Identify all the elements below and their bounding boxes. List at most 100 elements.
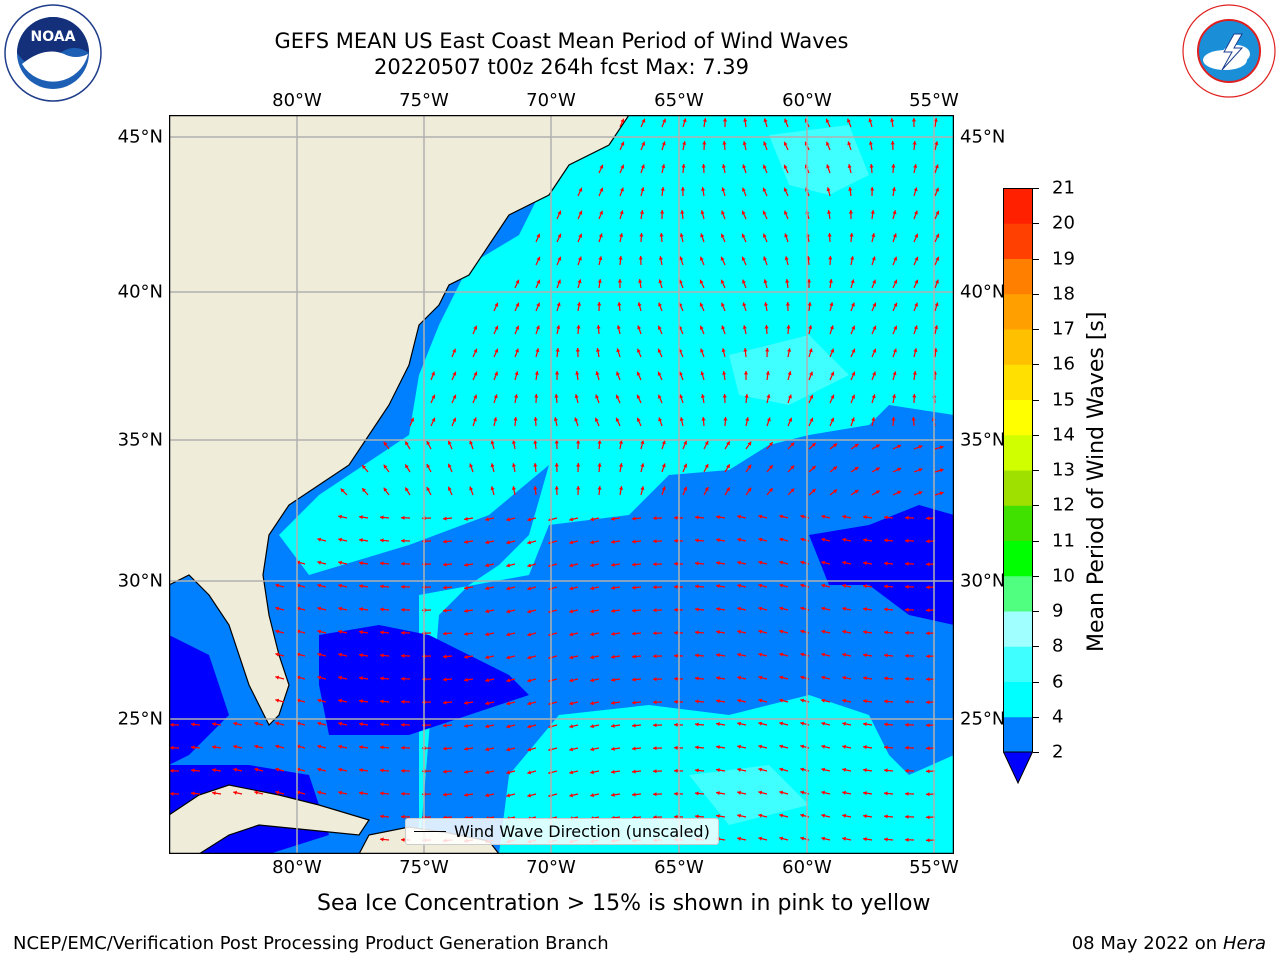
wave-direction-arrowhead — [611, 585, 615, 590]
wave-direction-arrowhead — [884, 515, 888, 520]
wave-direction-arrowhead — [674, 584, 678, 589]
wave-direction-arrowhead — [506, 563, 511, 568]
wave-direction-arrowhead — [557, 256, 562, 261]
wave-direction-arrowhead — [695, 722, 699, 727]
wave-direction-arrowhead — [863, 722, 867, 727]
wave-direction-arrowhead — [891, 187, 896, 191]
wave-direction-arrowhead — [359, 630, 363, 635]
wave-direction-arrowhead — [884, 653, 888, 658]
wave-direction-arrowhead — [716, 791, 720, 796]
wave-direction-arrowhead — [569, 563, 574, 568]
wave-direction-arrowhead — [683, 486, 688, 491]
wave-direction-arrowhead — [401, 607, 405, 612]
wave-direction-arrowhead — [850, 256, 855, 260]
wave-direction-arrowhead — [788, 417, 793, 422]
wave-direction-arrowhead — [170, 768, 174, 773]
wave-direction-arrowhead — [854, 490, 859, 494]
colorbar-label: Mean Period of Wind Waves [s] — [1084, 311, 1109, 652]
wave-direction-arrowhead — [848, 187, 853, 191]
wave-direction-arrowhead — [914, 233, 919, 238]
wave-direction-arrowhead — [723, 118, 728, 122]
wave-direction-arrowhead — [338, 790, 342, 795]
wave-direction-arrowhead — [934, 325, 939, 329]
wave-direction-arrowhead — [317, 652, 322, 657]
wave-direction-arrowhead — [800, 652, 805, 657]
wave-direction-arrowhead — [338, 514, 342, 519]
wave-direction-arrowhead — [653, 723, 657, 728]
wave-direction-arrowhead — [485, 701, 489, 706]
wave-direction-arrowhead — [918, 468, 923, 472]
wave-direction-arrowhead — [779, 606, 784, 611]
wave-direction-arrowhead — [619, 486, 623, 490]
wave-direction-arrowhead — [893, 302, 898, 307]
wave-direction-arrowhead — [842, 836, 846, 841]
wave-direction-arrowhead — [527, 563, 532, 568]
wave-direction-arrowhead — [533, 486, 538, 490]
wave-direction-arrowhead — [720, 233, 725, 238]
wave-direction-arrowhead — [683, 440, 688, 445]
wave-direction-arrowhead — [743, 118, 748, 122]
wave-direction-arrowhead — [653, 792, 657, 797]
wave-direction-arrowhead — [338, 698, 342, 703]
wave-direction-arrowhead — [674, 814, 678, 819]
noaa-logo: NOAA — [4, 4, 102, 102]
wave-direction-arrowhead — [682, 118, 687, 123]
wave-direction-arrowhead — [913, 164, 918, 168]
wave-direction-arrowhead — [779, 675, 784, 680]
wave-direction-arrowhead — [821, 560, 826, 565]
wave-direction-arrowhead — [811, 443, 816, 447]
lat-tick-right: 35°N — [960, 429, 1006, 451]
wave-direction-arrowhead — [569, 724, 574, 729]
wave-direction-arrowhead — [569, 678, 574, 683]
wave-direction-arrowhead — [401, 676, 405, 681]
wave-direction-arrowhead — [555, 371, 560, 375]
wave-direction-arrowhead — [842, 606, 846, 611]
light-cyan-patch — [729, 335, 849, 405]
wave-direction-arrowhead — [833, 489, 838, 494]
wave-direction-arrowhead — [569, 517, 574, 522]
wave-direction-arrowhead — [598, 256, 603, 261]
wave-direction-arrowhead — [410, 417, 415, 422]
wave-direction-arrowhead — [716, 814, 720, 819]
wave-direction-arrowhead — [926, 677, 930, 682]
wave-direction-arrowhead — [785, 279, 790, 283]
dark-blue-patch — [809, 505, 954, 625]
wave-direction-arrowhead — [511, 440, 516, 444]
wave-direction-arrowhead — [254, 744, 259, 749]
wave-direction-arrowhead — [701, 417, 706, 421]
wave-direction-arrowhead — [443, 746, 447, 751]
wave-direction-arrowhead — [658, 256, 663, 260]
wave-direction-arrowhead — [170, 722, 174, 727]
wave-direction-arrowhead — [821, 606, 826, 611]
wave-direction-arrowhead — [275, 698, 280, 703]
wave-direction-arrowhead — [469, 486, 474, 491]
wave-direction-arrowhead — [632, 585, 636, 590]
wave-direction-arrowhead — [485, 540, 489, 545]
wave-direction-arrowhead — [720, 256, 725, 261]
colorbar-tick-label: 19 — [1052, 248, 1075, 269]
lat-tick-right: 45°N — [960, 126, 1006, 148]
wave-direction-arrowhead — [359, 584, 363, 589]
wave-direction-arrowhead — [742, 302, 747, 307]
wave-direction-arrowhead — [527, 540, 532, 545]
wave-direction-arrowhead — [721, 210, 725, 215]
wave-direction-arrowhead — [884, 584, 888, 589]
wave-direction-arrowhead — [575, 371, 580, 375]
wave-direction-arrowhead — [800, 698, 805, 703]
wave-direction-arrowhead — [722, 371, 727, 375]
colorbar-segment — [1003, 399, 1033, 436]
wave-direction-arrowhead — [892, 210, 897, 215]
wave-direction-arrowhead — [737, 721, 741, 726]
wave-direction-arrowhead — [935, 279, 939, 284]
wave-direction-arrowhead — [821, 652, 826, 657]
wave-direction-arrowhead — [939, 491, 944, 496]
wave-direction-arrowhead — [788, 394, 792, 399]
wave-direction-arrowhead — [254, 721, 259, 726]
wave-direction-arrowhead — [737, 606, 741, 611]
wave-direction-arrowhead — [596, 325, 601, 329]
wave-direction-arrowhead — [743, 348, 748, 352]
wave-direction-arrowhead — [800, 767, 805, 772]
wave-direction-arrowhead — [833, 466, 838, 471]
wave-direction-arrowhead — [800, 514, 805, 519]
wave-direction-arrowhead — [557, 210, 562, 215]
